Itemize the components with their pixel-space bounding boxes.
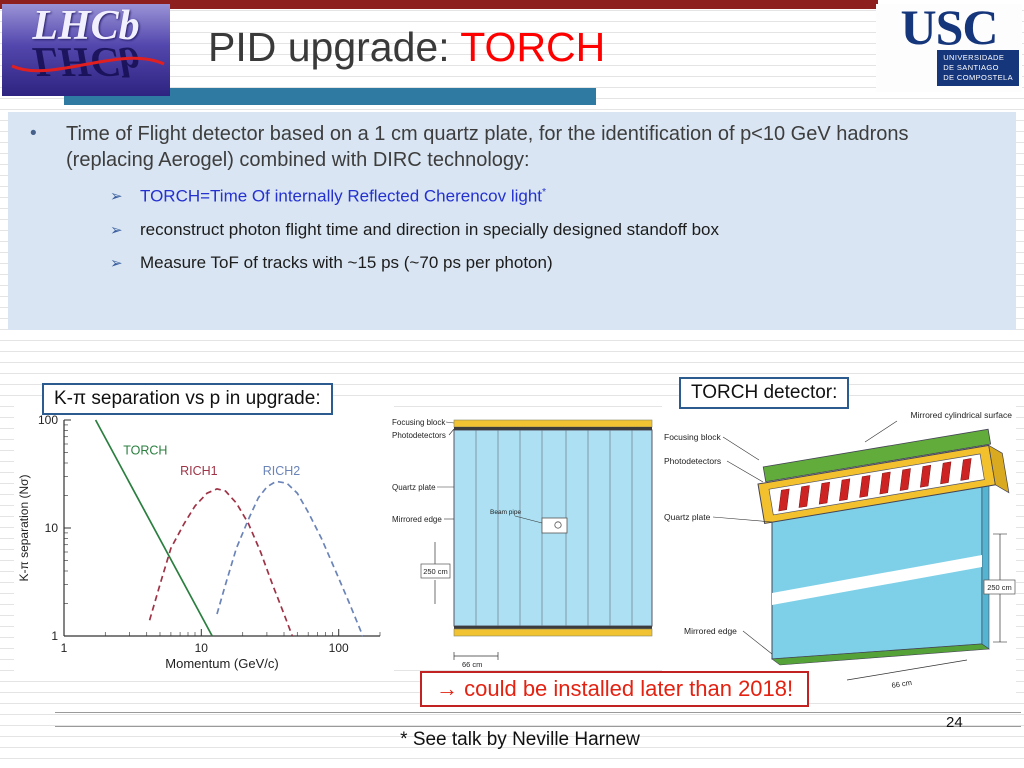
arrow-bullet-icon: ➢ <box>110 188 123 206</box>
sub-bullet-text: Measure ToF of tracks with ~15 ps (~70 p… <box>140 252 553 272</box>
focusing-block-end-cap <box>988 444 1010 494</box>
photodetectors-label: Photodetectors <box>664 456 721 466</box>
footnote-asterisk: * <box>542 186 547 199</box>
svg-text:1: 1 <box>61 641 68 655</box>
sub-bullet-reconstruct: ➢ reconstruct photon flight time and dir… <box>110 220 1002 240</box>
torch-3d-diagram: Mirrored cylindrical surface Focusing bl… <box>664 410 1016 690</box>
top-maroon-bar <box>0 0 878 9</box>
lhcb-swoosh-icon <box>11 56 165 73</box>
arrow-bullet-icon: ➢ <box>110 221 123 239</box>
svg-text:10: 10 <box>45 521 59 535</box>
svg-text:100: 100 <box>329 641 349 655</box>
install-note-box: → could be installed later than 2018! <box>420 671 810 707</box>
page-number: 24 <box>946 714 963 731</box>
beam-pipe-circle <box>554 521 562 529</box>
mirrored-cylindrical-surface <box>762 428 992 483</box>
focusing-block-label: Focusing block <box>392 418 446 427</box>
mirrored-cylindrical-surface-label: Mirrored cylindrical surface <box>910 410 1012 420</box>
quartz-plate-side <box>981 467 990 650</box>
bullet-icon: • <box>30 123 37 144</box>
front-view-labels: Focusing block Photodetectors Quartz pla… <box>392 418 543 669</box>
svg-text:100: 100 <box>38 413 58 427</box>
lhcb-logo: LHCb LHCb <box>2 4 170 96</box>
sub-bullet-tof: ➢ Measure ToF of tracks with ~15 ps (~70… <box>110 253 1002 273</box>
height-dimension-label: 250 cm <box>987 583 1012 592</box>
quartz-module-dividers <box>475 430 633 626</box>
usc-caption-line: DE SANTIAGO <box>943 63 999 73</box>
footnote: * See talk by Neville Harnew <box>400 729 640 750</box>
photodetector-cells <box>778 458 972 512</box>
slide-title: PID upgrade: TORCH <box>208 24 605 71</box>
torch-front-view-figure: Focusing block Photodetectors Quartz pla… <box>390 414 664 670</box>
height-dimension-label: 250 cm <box>423 567 448 576</box>
focusing-block-bottom <box>453 628 653 637</box>
title-underline-bar <box>64 88 596 105</box>
arrow-bullet-icon: ➢ <box>110 254 123 272</box>
main-bullet-text: Time of Flight detector based on a 1 cm … <box>66 123 909 171</box>
kpi-separation-caption: K-π separation vs p in upgrade: <box>42 383 333 415</box>
main-bullet: • Time of Flight detector based on a 1 c… <box>22 122 1002 173</box>
torch-detector-caption: TORCH detector: <box>679 377 850 409</box>
svg-text:RICH2: RICH2 <box>263 464 301 478</box>
beam-pipe-label: Beam pipe <box>490 509 521 516</box>
svg-text:TORCH: TORCH <box>123 443 167 457</box>
mirrored-edge-label: Mirrored edge <box>392 515 442 524</box>
sub-bullet-text: TORCH=Time Of internally Reflected Chere… <box>140 186 547 206</box>
quartz-plate-label: Quartz plate <box>392 483 436 492</box>
white-stripe <box>772 555 982 605</box>
quartz-plate-label: Quartz plate <box>664 512 711 522</box>
iso-view-labels: Mirrored cylindrical surface Focusing bl… <box>664 410 1016 690</box>
torch-3d-view-figure: Mirrored cylindrical surface Focusing bl… <box>662 402 1016 696</box>
usc-logo-caption: UNIVERSIDADE DE SANTIAGO DE COMPOSTELA <box>937 50 1019 87</box>
kpi-separation-chart-figure: 1 10 100 1 10 100 TORCH RICH1 RICH2 Momentum (GeV… <box>14 406 394 678</box>
focusing-block-label: Focusing block <box>664 432 721 442</box>
mirrored-edge-label: Mirrored edge <box>684 626 737 636</box>
kpi-separation-chart: 1 10 100 1 10 100 TORCH RICH1 RICH2 Momentum (GeV… <box>17 413 381 671</box>
summary-content-box: • Time of Flight detector based on a 1 c… <box>8 112 1016 330</box>
lhcb-logo-text: LHCb <box>32 4 140 49</box>
slide-title-main: PID upgrade: <box>208 24 461 70</box>
usc-logo: USC UNIVERSIDADE DE SANTIAGO DE COMPOSTE… <box>876 0 1022 92</box>
focusing-block-assembly <box>757 428 1010 525</box>
usc-caption-line: DE COMPOSTELA <box>943 73 1013 83</box>
svg-text:RICH1: RICH1 <box>180 464 218 478</box>
svg-text:1: 1 <box>51 629 58 643</box>
focusing-block-top <box>453 419 653 428</box>
svg-text:K-π separation (Nσ): K-π separation (Nσ) <box>17 474 31 581</box>
sub-bullet-text: reconstruct photon flight time and direc… <box>140 219 719 239</box>
usc-logo-letters: USC <box>900 0 998 55</box>
svg-text:10: 10 <box>195 641 209 655</box>
photodetector-strip-top <box>454 427 652 430</box>
torch-front-view-diagram: Focusing block Photodetectors Quartz pla… <box>392 418 653 669</box>
width-dimension-label: 66 cm <box>462 660 482 669</box>
svg-text:Momentum (GeV/c): Momentum (GeV/c) <box>165 656 278 671</box>
footer-rule-line <box>55 726 1021 727</box>
width-dimension-label: 66 cm <box>891 678 913 690</box>
photodetectors-label: Photodetectors <box>392 431 446 440</box>
slide-title-accent: TORCH <box>460 24 606 70</box>
front-structure <box>453 419 653 637</box>
usc-caption-line: UNIVERSIDADE <box>943 53 1005 62</box>
photodetector-strip-bottom <box>454 626 652 629</box>
footer-rule-line <box>55 712 1021 713</box>
iso-structure <box>757 428 1010 666</box>
sub-bullet-torch-definition: ➢ TORCH=Time Of internally Reflected Che… <box>110 186 1002 207</box>
mirrored-edge-strip <box>771 643 990 666</box>
